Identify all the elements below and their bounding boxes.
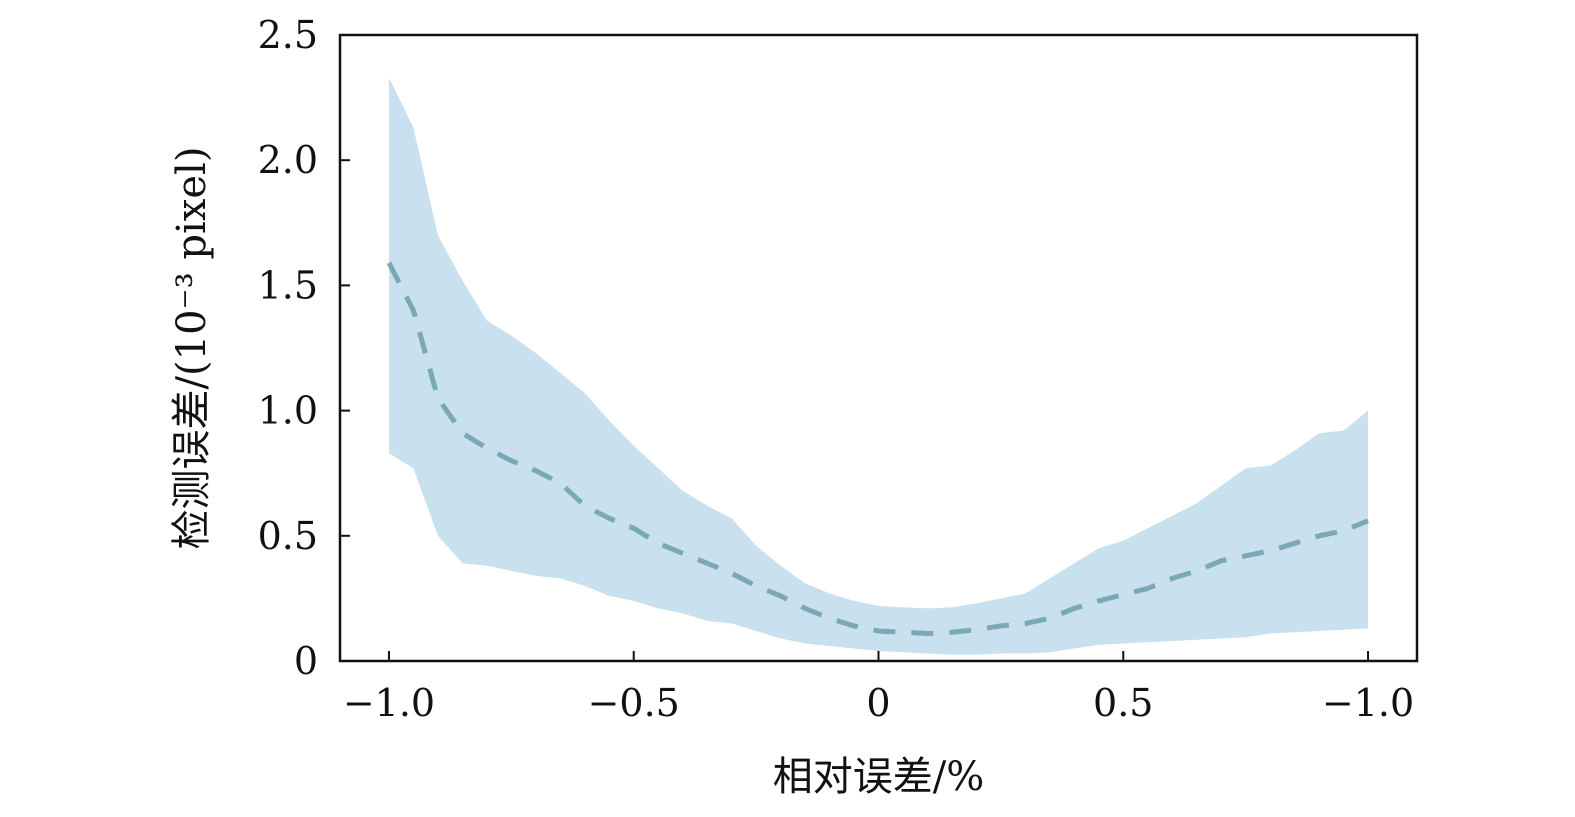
mean-error-line bbox=[386, 261, 1369, 637]
y-tick-label: 1.0 bbox=[258, 389, 318, 433]
x-tick-label: −0.5 bbox=[588, 681, 680, 725]
x-tick-label: 0 bbox=[866, 681, 890, 725]
mean-line-layer bbox=[386, 261, 1369, 637]
x-tick-label: −1.0 bbox=[343, 681, 435, 725]
tick-layer: −1.0 −0.5 0 0.5 −1.0 0 0.5 1.0 1.5 2.0 2.5 bbox=[258, 13, 1415, 725]
x-axis-label: 相对误差/% bbox=[773, 754, 984, 800]
y-axis-label: 检测误差/(10⁻³ pixel) bbox=[169, 147, 215, 550]
y-tick-label: 0.5 bbox=[258, 514, 318, 558]
y-tick-label: 2.0 bbox=[258, 138, 318, 182]
y-tick-label: 1.5 bbox=[258, 263, 318, 307]
y-tick-label: 0 bbox=[294, 639, 318, 683]
y-tick-label: 2.5 bbox=[258, 13, 318, 57]
error-band bbox=[389, 77, 1368, 655]
x-tick-label: 0.5 bbox=[1093, 681, 1153, 725]
x-tick-label: −1.0 bbox=[1322, 681, 1414, 725]
error-band-layer bbox=[389, 77, 1368, 655]
